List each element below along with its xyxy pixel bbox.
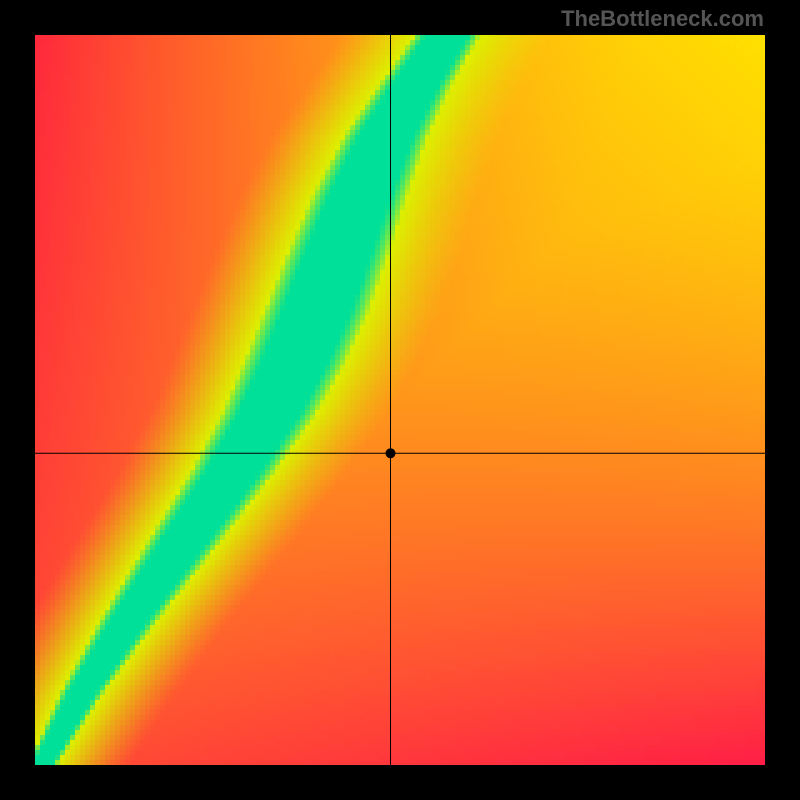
bottleneck-heatmap — [35, 35, 765, 765]
watermark-text: TheBottleneck.com — [561, 6, 764, 32]
chart-root: TheBottleneck.com — [0, 0, 800, 800]
